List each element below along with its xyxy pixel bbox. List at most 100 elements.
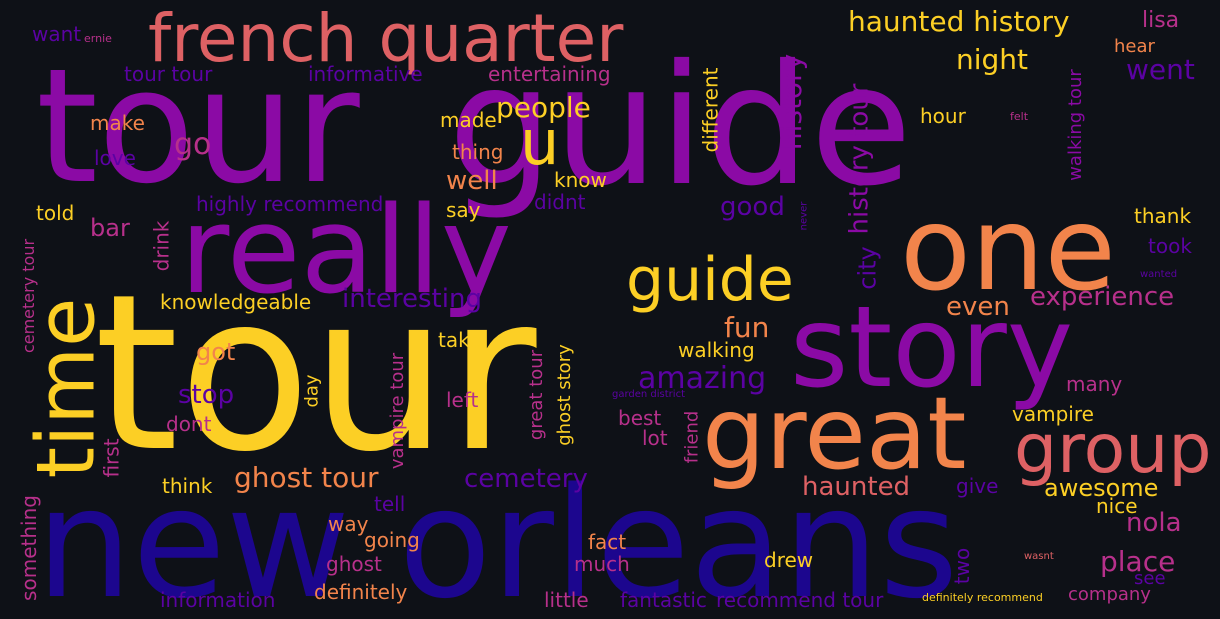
word: definitely recommend [922,591,1043,604]
word: friend [681,410,703,464]
word: really [180,182,512,321]
word: group [1014,410,1212,489]
word: cemetery [464,464,588,494]
word: recommend tour [716,588,884,612]
word: felt [1010,110,1029,123]
word: fact [588,530,627,554]
word: tour [36,35,360,219]
word: one [900,182,1116,317]
word: know [554,168,607,192]
word: lot [642,426,668,450]
word: great [702,375,967,492]
word: definitely [314,580,408,604]
word: give [956,474,999,498]
word: ghost story [553,344,575,446]
word: tour tour [124,62,213,86]
word: told [36,201,75,225]
word: walking [678,338,755,362]
word: even [946,292,1010,322]
word: guide [626,245,794,315]
word: day [301,374,323,408]
word: tour [94,248,537,499]
word: drink [149,220,174,272]
word: french quarter [148,0,624,77]
word: nola [1126,508,1182,538]
word: cemetery tour [19,238,39,354]
word: city [853,246,882,290]
word: company [1068,584,1151,605]
word: great tour [526,349,548,441]
word: guide [448,30,913,223]
word: highly recommend [196,192,384,216]
word: im [120,297,133,308]
word: stop [178,380,235,410]
word: walking tour [1064,69,1086,181]
word: amazing [638,361,767,396]
word: well [446,166,498,196]
word: made [440,108,497,132]
word: think [162,474,213,498]
word: different [698,67,723,153]
word: history tour [844,83,875,235]
word: drew [764,548,814,572]
word: way [328,512,369,536]
word: thing [452,140,504,164]
word: u [520,106,560,179]
word: took [1148,234,1192,258]
word: go [174,127,212,162]
word: want [32,22,82,46]
word: nice [1096,494,1138,518]
word: wasnt [1024,551,1054,562]
word: story [790,283,1074,413]
word: tell [374,492,406,516]
word: informative [308,62,423,86]
word: say [446,198,481,222]
word: experience [1030,282,1175,312]
word: two [950,547,975,585]
word: time [19,297,113,479]
word: much [574,552,630,576]
word: night [956,43,1029,76]
word: history [775,53,809,151]
word: entertaining [488,62,611,86]
word: left [446,388,479,412]
word: ernie [84,32,112,45]
word: first [99,438,124,478]
word: thank [1134,204,1192,228]
word: dont [166,412,212,436]
word: didnt [534,190,586,214]
word: love [94,146,136,170]
word: interesting [342,284,482,314]
word: never [798,201,810,231]
word: hear [1114,36,1155,57]
word: many [1066,372,1123,396]
word: vampire [1012,402,1094,426]
word: ghost [326,552,382,576]
word: information [160,588,276,612]
word: people [496,91,591,124]
word: new orleans [36,455,959,619]
word: lisa [1142,8,1180,33]
word: hour [920,104,966,128]
word: see [1134,568,1166,589]
word: ghost tour [234,461,379,494]
word: going [364,528,420,552]
word: awesome [1044,474,1159,502]
word: best [618,406,662,430]
word: good [720,192,785,222]
word: take [438,328,482,352]
word: bar [90,214,130,242]
word: something [16,495,41,601]
word: garden district [612,389,685,400]
word: make [90,111,145,135]
word: went [1126,53,1195,86]
word: haunted [802,472,911,502]
word: wanted [1140,269,1178,280]
word: got [196,338,236,366]
word: fun [724,311,770,344]
word: place [1100,545,1176,578]
word: haunted history [848,5,1070,38]
word: vampire tour [387,352,409,470]
word: knowledgeable [160,290,312,314]
